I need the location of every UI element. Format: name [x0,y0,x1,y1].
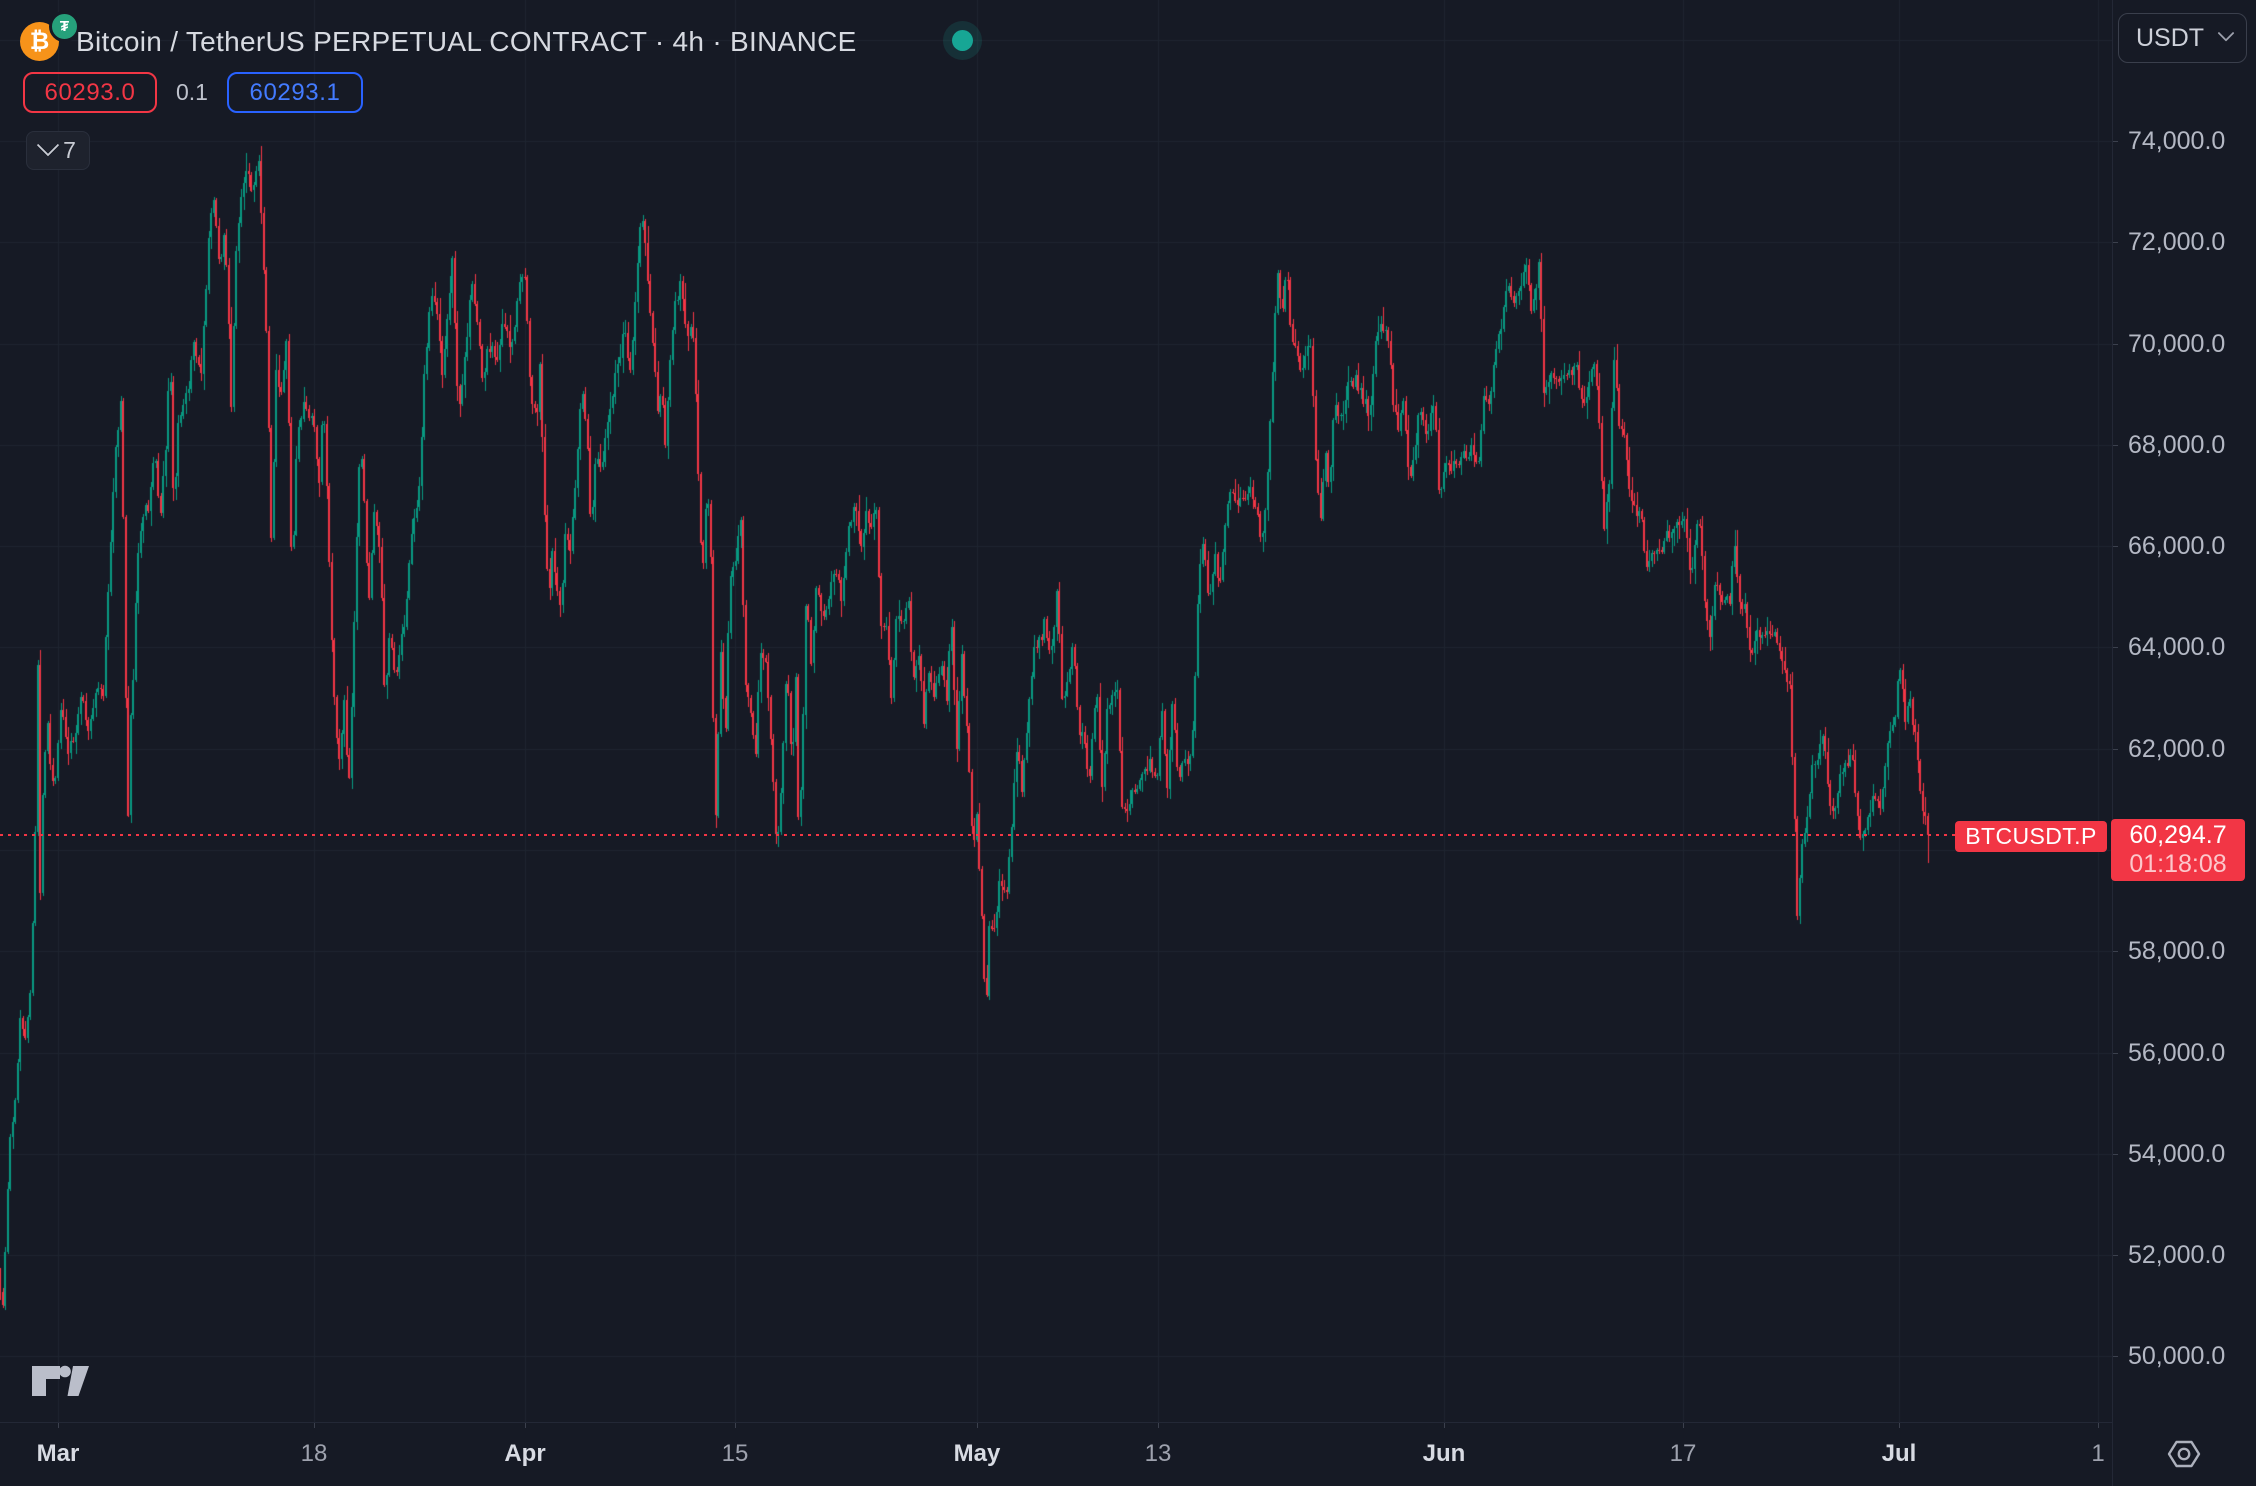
price-axis[interactable]: USDT 74,000.0 72,000.0 70,000.0 68,000.0 66,… [2111,0,2256,1486]
time-axis-tick [1444,1423,1445,1428]
spread-value: 0.1 [176,79,208,105]
hidden-indicators-count: 7 [63,137,76,163]
time-axis-label-day: 1 [2091,1440,2105,1467]
chevron-down-icon [36,133,60,156]
time-axis-tick [1158,1423,1159,1428]
price-axis-label: 64,000.0 [2128,633,2226,662]
time-axis[interactable]: Mar 18 Apr 15 May 13 Jun 17 Jul 1 [0,1422,2112,1486]
price-axis-tick [2113,1356,2118,1358]
price-axis-tick [2113,951,2118,953]
price-axis-label: 74,000.0 [2128,126,2226,155]
axis-settings-corner [2112,1422,2256,1486]
price-axis-label: 62,000.0 [2128,734,2226,763]
bar-countdown: 01:18:08 [2129,850,2227,879]
time-axis-label-month: Jul [1881,1440,1917,1467]
price-axis-label: 58,000.0 [2128,937,2226,966]
time-axis-label-day: 17 [1669,1440,1697,1467]
time-axis-tick [2098,1423,2099,1428]
last-price-value: 60,294.7 [2129,821,2227,850]
symbol-logo: ₿ ₮ [20,11,82,64]
time-axis-tick [525,1423,526,1428]
market-open-status-dot[interactable] [952,30,973,51]
time-axis-tick [735,1423,736,1428]
price-axis-label: 52,000.0 [2128,1241,2226,1270]
chevron-down-icon [2217,24,2235,42]
time-axis-label-month: Jun [1422,1440,1466,1467]
hidden-indicators-chip[interactable]: 7 [26,131,90,170]
price-axis-tick [2113,647,2118,649]
price-axis-tick [2113,748,2118,750]
price-axis-tick [2113,140,2118,142]
candlestick-chart-pane[interactable] [0,0,2112,1422]
price-axis-label: 70,000.0 [2128,329,2226,358]
price-scale-currency-button[interactable]: USDT [2118,13,2247,63]
price-axis-tick [2113,1052,2118,1054]
tradingview-logo-icon[interactable] [30,1362,114,1402]
currency-label: USDT [2136,23,2205,52]
price-axis-label: 50,000.0 [2128,1342,2226,1371]
time-axis-label-day: 15 [721,1440,749,1467]
price-axis-tick [2113,1255,2118,1257]
price-axis-label: 66,000.0 [2128,532,2226,561]
price-axis-tick [2113,1153,2118,1155]
time-axis-label-day: 18 [300,1440,328,1467]
price-axis-label: 54,000.0 [2128,1139,2226,1168]
price-line-symbol-label: BTCUSDT.P [1955,821,2107,853]
time-axis-tick [58,1423,59,1428]
price-axis-tick [2113,242,2118,244]
price-axis-label: 68,000.0 [2128,430,2226,459]
buy-ask-button[interactable]: 60293.1 [227,72,363,113]
last-price-tag: 60,294.7 01:18:08 [2111,819,2245,882]
scale-settings-gear-icon[interactable] [2162,1434,2206,1474]
current-price-line [0,834,2112,837]
price-axis-label: 56,000.0 [2128,1038,2226,1067]
sell-bid-button[interactable]: 60293.0 [23,72,157,113]
time-axis-tick [977,1423,978,1428]
time-axis-label-month: Apr [504,1440,546,1467]
symbol-title[interactable]: Bitcoin / TetherUS PERPETUAL CONTRACT · … [76,26,857,57]
time-axis-tick [314,1423,315,1428]
price-axis-tick [2113,546,2118,548]
tether-icon: ₮ [49,11,80,42]
price-axis-tick [2113,343,2118,345]
price-axis-tick [2113,444,2118,446]
price-axis-label: 72,000.0 [2128,228,2226,257]
time-axis-tick [1899,1423,1900,1428]
time-axis-label-month: May [953,1440,1001,1467]
time-axis-label-month: Mar [36,1440,80,1467]
time-axis-label-day: 13 [1144,1440,1172,1467]
time-axis-tick [1683,1423,1684,1428]
